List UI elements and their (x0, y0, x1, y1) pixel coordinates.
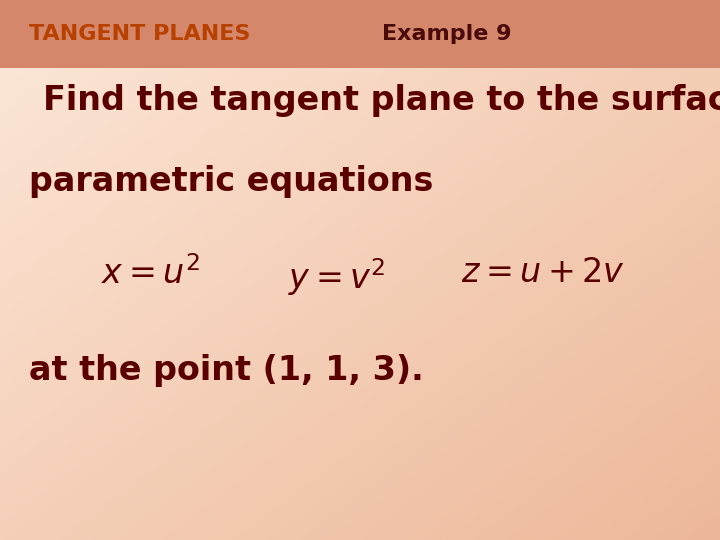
Text: $\mathit{z} = \mathit{u} + 2\mathit{v}$: $\mathit{z} = \mathit{u} + 2\mathit{v}$ (461, 256, 625, 289)
Text: Example 9: Example 9 (382, 24, 511, 44)
Text: $\mathit{y} = \mathit{v}^2$: $\mathit{y} = \mathit{v}^2$ (288, 256, 385, 298)
Text: Find the tangent plane to the surface with: Find the tangent plane to the surface wi… (43, 84, 720, 117)
Text: $\mathit{x} = \mathit{u}^2$: $\mathit{x} = \mathit{u}^2$ (101, 256, 199, 291)
Text: parametric equations: parametric equations (29, 165, 433, 198)
Text: at the point (1, 1, 3).: at the point (1, 1, 3). (29, 354, 423, 387)
Text: TANGENT PLANES: TANGENT PLANES (29, 24, 250, 44)
Bar (0, 0, 720, 68)
